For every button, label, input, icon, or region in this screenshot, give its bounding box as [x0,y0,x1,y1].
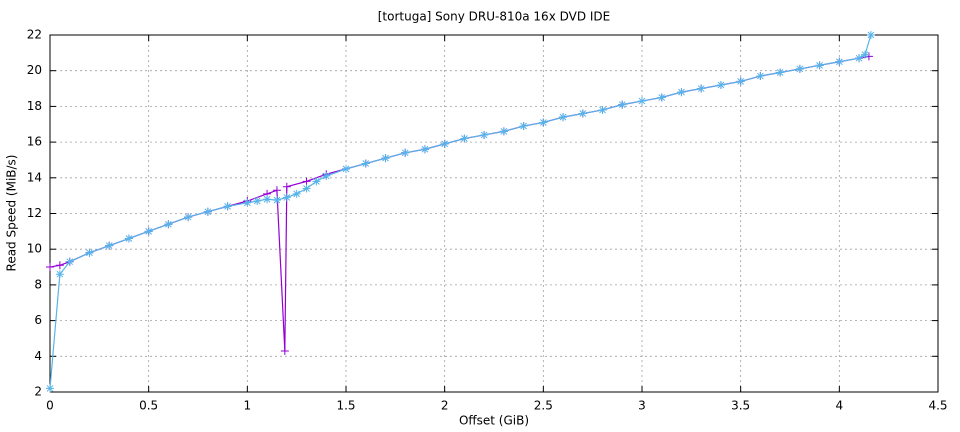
point-marker [638,97,646,106]
y-tick-label: 16 [27,135,42,149]
point-marker [55,261,64,270]
point-marker [519,122,528,131]
point-marker [795,64,804,73]
y-tick-label: 20 [27,63,42,77]
point-marker [302,184,311,193]
y-axis-label: Read Speed (MiB/s) [5,155,19,272]
point-marker [657,93,666,102]
point-marker [776,68,785,77]
chart-title: [tortuga] Sony DRU-810a 16x DVD IDE [378,10,611,24]
x-axis-label: Offset (GiB) [459,414,529,428]
point-marker [223,202,232,211]
point-marker [716,80,725,89]
x-tick-label: 3.5 [731,399,750,413]
x-tick-label: 1.5 [336,399,355,413]
point-marker [144,227,153,236]
point-marker [184,213,193,222]
point-marker [253,197,262,206]
x-tick-label: 2.5 [534,399,553,413]
x-tick-label: 1 [244,399,252,413]
y-tick-label: 12 [27,206,42,220]
point-marker [559,113,568,122]
point-marker [203,207,212,216]
point-marker [272,186,281,195]
point-marker [46,263,54,272]
point-marker [282,193,291,202]
point-marker [85,248,94,257]
point-marker [480,130,489,139]
y-tick-label: 10 [27,242,42,256]
y-tick-label: 2 [34,385,42,399]
y-tick-label: 18 [27,99,42,113]
point-marker [598,105,607,114]
point-marker [677,88,686,97]
point-marker [499,127,508,136]
point-marker [361,159,370,168]
point-marker [736,77,745,86]
point-marker [46,384,54,393]
point-marker [292,189,301,198]
point-marker [440,139,449,148]
point-marker [280,346,289,355]
point-marker [65,257,74,266]
x-tick-label: 0 [46,399,54,413]
y-tick-label: 8 [34,277,42,291]
x-tick-label: 4.5 [928,399,947,413]
point-marker [866,31,875,39]
point-marker [860,50,869,59]
point-marker [164,220,173,229]
point-marker [55,270,64,279]
point-marker [756,72,765,81]
y-tick-label: 14 [27,170,42,184]
point-marker [302,177,311,186]
point-marker [322,172,331,181]
x-tick-label: 3 [638,399,646,413]
point-marker [272,196,281,205]
x-tick-label: 4 [836,399,844,413]
y-tick-label: 4 [34,349,42,363]
plot-frame [49,34,939,393]
point-marker [460,134,469,143]
point-marker [124,234,133,243]
point-marker [263,195,272,204]
y-tick-label: 22 [27,28,42,42]
point-marker [381,154,390,163]
point-marker [578,109,587,118]
point-marker [835,57,844,66]
point-marker [815,61,824,70]
y-tick-label: 6 [34,313,42,327]
point-marker [855,54,864,63]
x-tick-label: 0.5 [139,399,158,413]
point-marker [312,177,321,186]
point-marker [282,182,291,191]
point-marker [420,145,429,154]
point-marker [401,148,410,157]
point-marker [697,84,706,93]
point-marker [539,118,548,127]
point-marker [105,241,114,250]
point-marker [342,164,350,173]
x-tick-label: 2 [441,399,449,413]
point-marker [618,100,627,109]
point-marker [243,198,252,207]
